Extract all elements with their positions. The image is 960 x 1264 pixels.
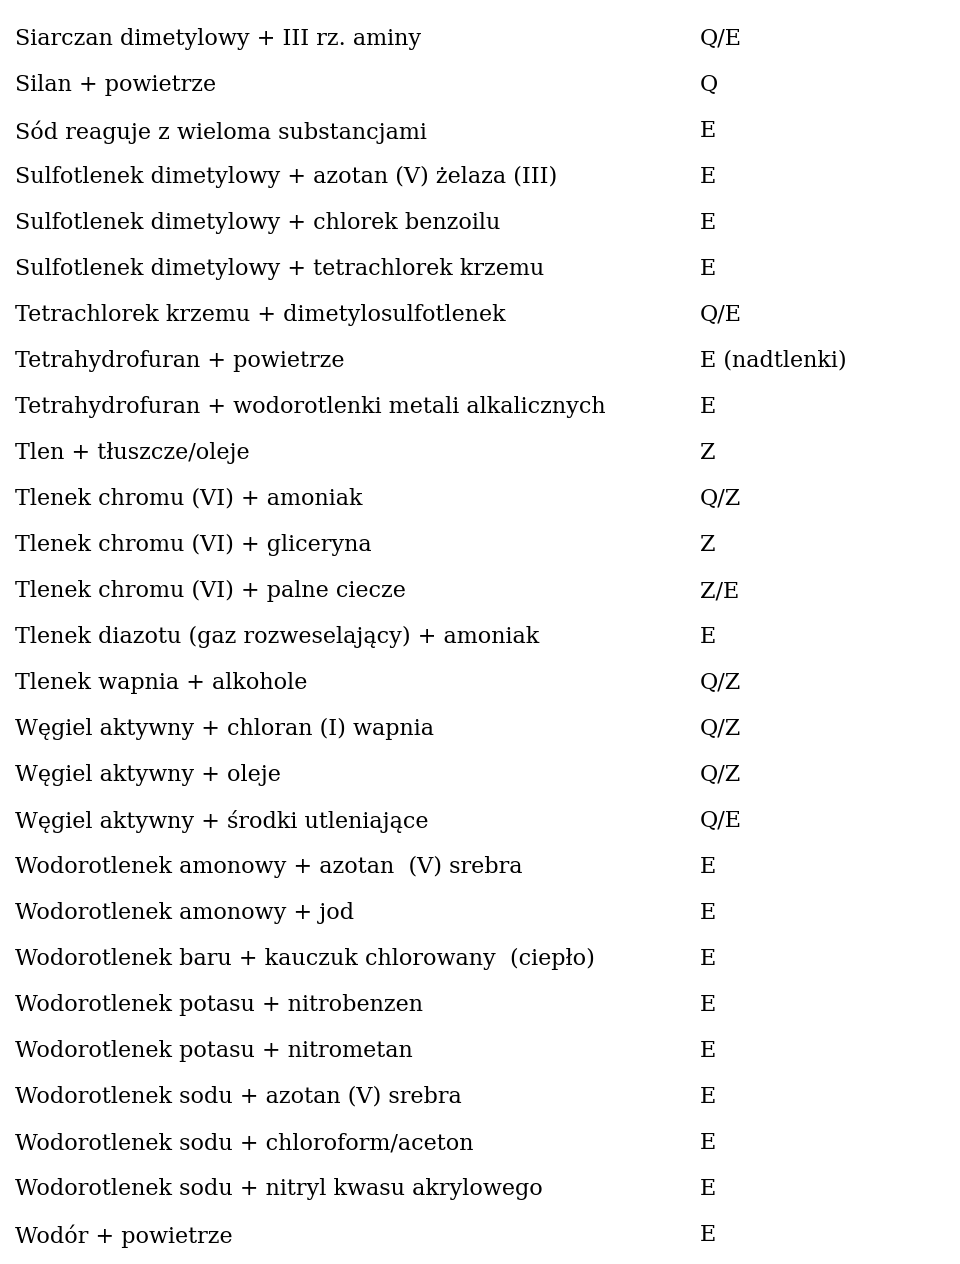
Text: Tlen + tłuszcze/oleje: Tlen + tłuszcze/oleje [15,442,250,464]
Text: E: E [700,1178,716,1200]
Text: E: E [700,1040,716,1062]
Text: Tlenek chromu (VI) + palne ciecze: Tlenek chromu (VI) + palne ciecze [15,580,406,602]
Text: Q: Q [700,75,718,96]
Text: E: E [700,856,716,878]
Text: E: E [700,626,716,648]
Text: Tetrahydrofuran + powietrze: Tetrahydrofuran + powietrze [15,350,345,372]
Text: Q/Z: Q/Z [700,718,741,739]
Text: E: E [700,902,716,924]
Text: Q/Z: Q/Z [700,672,741,694]
Text: Tlenek chromu (VI) + amoniak: Tlenek chromu (VI) + amoniak [15,488,363,509]
Text: Wodorotlenek baru + kauczuk chlorowany  (ciepło): Wodorotlenek baru + kauczuk chlorowany (… [15,948,595,969]
Text: Tetrahydrofuran + wodorotlenki metali alkalicznych: Tetrahydrofuran + wodorotlenki metali al… [15,396,606,418]
Text: E: E [700,994,716,1016]
Text: Siarczan dimetylowy + III rz. aminy: Siarczan dimetylowy + III rz. aminy [15,28,421,51]
Text: Q/E: Q/E [700,305,742,326]
Text: Wodorotlenek sodu + chloroform/aceton: Wodorotlenek sodu + chloroform/aceton [15,1133,473,1154]
Text: Wodorotlenek amonowy + azotan  (V) srebra: Wodorotlenek amonowy + azotan (V) srebra [15,856,522,878]
Text: Q/E: Q/E [700,28,742,51]
Text: Tlenek chromu (VI) + gliceryna: Tlenek chromu (VI) + gliceryna [15,533,372,556]
Text: E (nadtlenki): E (nadtlenki) [700,350,847,372]
Text: Silan + powietrze: Silan + powietrze [15,75,216,96]
Text: E: E [700,212,716,234]
Text: Sulfotlenek dimetylowy + tetrachlorek krzemu: Sulfotlenek dimetylowy + tetrachlorek kr… [15,258,544,281]
Text: Sulfotlenek dimetylowy + chlorek benzoilu: Sulfotlenek dimetylowy + chlorek benzoil… [15,212,500,234]
Text: E: E [700,396,716,418]
Text: E: E [700,1133,716,1154]
Text: Tlenek wapnia + alkohole: Tlenek wapnia + alkohole [15,672,307,694]
Text: Sód reaguje z wieloma substancjami: Sód reaguje z wieloma substancjami [15,120,427,144]
Text: Wodór + powietrze: Wodór + powietrze [15,1224,232,1248]
Text: Z: Z [700,442,715,464]
Text: Węgiel aktywny + chloran (I) wapnia: Węgiel aktywny + chloran (I) wapnia [15,718,434,741]
Text: Q/Z: Q/Z [700,763,741,786]
Text: Z/E: Z/E [700,580,739,602]
Text: Wodorotlenek potasu + nitrobenzen: Wodorotlenek potasu + nitrobenzen [15,994,423,1016]
Text: Sulfotlenek dimetylowy + azotan (V) żelaza (III): Sulfotlenek dimetylowy + azotan (V) żela… [15,166,557,188]
Text: E: E [700,120,716,142]
Text: E: E [700,1224,716,1246]
Text: Tlenek diazotu (gaz rozweselający) + amoniak: Tlenek diazotu (gaz rozweselający) + amo… [15,626,540,648]
Text: Wodorotlenek potasu + nitrometan: Wodorotlenek potasu + nitrometan [15,1040,413,1062]
Text: Węgiel aktywny + środki utleniające: Węgiel aktywny + środki utleniające [15,810,428,833]
Text: Tetrachlorek krzemu + dimetylosulfotlenek: Tetrachlorek krzemu + dimetylosulfotlene… [15,305,506,326]
Text: Wodorotlenek sodu + nitryl kwasu akrylowego: Wodorotlenek sodu + nitryl kwasu akrylow… [15,1178,542,1200]
Text: Wodorotlenek amonowy + jod: Wodorotlenek amonowy + jod [15,902,354,924]
Text: Wodorotlenek sodu + azotan (V) srebra: Wodorotlenek sodu + azotan (V) srebra [15,1086,462,1109]
Text: Q/E: Q/E [700,810,742,832]
Text: Węgiel aktywny + oleje: Węgiel aktywny + oleje [15,763,281,786]
Text: E: E [700,166,716,188]
Text: E: E [700,258,716,281]
Text: E: E [700,1086,716,1109]
Text: Q/Z: Q/Z [700,488,741,509]
Text: Z: Z [700,533,715,556]
Text: E: E [700,948,716,969]
